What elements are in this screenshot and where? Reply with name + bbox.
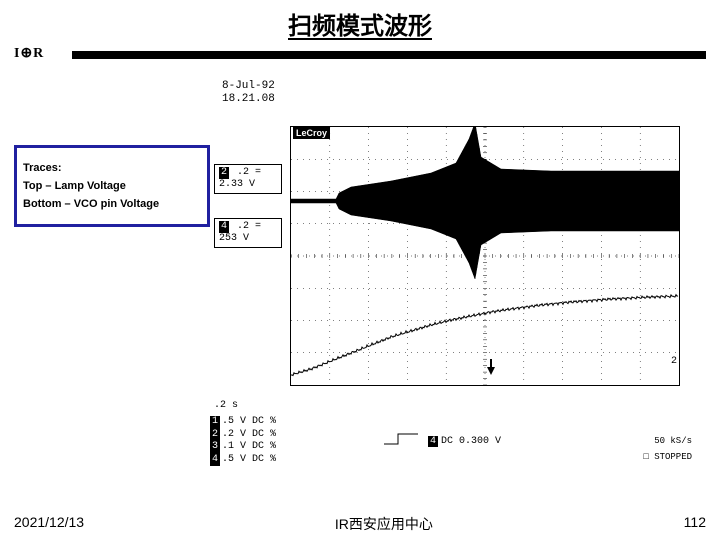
trigger-label: 4DC 0.300 V [428, 436, 501, 447]
measurement-box-2: 4 .2 = 253 V [214, 218, 282, 248]
ch1-num: 1 [210, 416, 220, 429]
sample-rate: 50 kS/s [654, 436, 692, 446]
scope-waveform: 42 [291, 127, 679, 385]
ch4-num: 4 [210, 454, 220, 467]
measure1-l1: .2 = [237, 167, 261, 178]
scope-time: 18.21.08 [222, 93, 700, 106]
scope-screen: LeCroy 42 [290, 126, 680, 386]
ch1-set: .5 V DC % [222, 416, 276, 427]
scope-timestamp: 8-Jul-92 18.21.08 [222, 80, 700, 106]
measurement-box-1: 2 .2 = 2.33 V [214, 164, 282, 194]
scope-date: 8-Jul-92 [222, 80, 700, 93]
slide-title: 扫频模式波形 [0, 0, 720, 43]
measure1-ch: 2 [219, 167, 229, 179]
measure2-l2: 253 V [219, 233, 249, 244]
ch3-set: .1 V DC % [222, 441, 276, 452]
logo-bar: I⊕R [14, 47, 706, 63]
ch2-num: 2 [210, 429, 220, 442]
ch2-set: .2 V DC % [222, 429, 276, 440]
svg-text:2: 2 [671, 356, 677, 367]
lecroy-logo: LeCroy [293, 127, 330, 139]
footer-page: 112 [684, 514, 706, 534]
measure2-l1: .2 = [237, 221, 261, 232]
measure1-l2: 2.33 V [219, 179, 255, 190]
ch3-num: 3 [210, 441, 220, 454]
footer-date: 2021/12/13 [14, 514, 84, 534]
slide-footer: 2021/12/13 IR西安应用中心 112 [0, 514, 720, 534]
bottom-trace-label: Bottom – VCO pin Voltage [23, 198, 201, 210]
ir-logo: I⊕R [14, 45, 44, 62]
svg-text:4: 4 [671, 198, 677, 209]
stopped-status: □ STOPPED [643, 452, 692, 462]
measure2-ch: 4 [219, 221, 229, 233]
dc-text: DC 0.300 V [441, 436, 501, 447]
dc-ch: 4 [428, 436, 438, 447]
trigger-edge-icon [382, 432, 420, 446]
top-trace-label: Top – Lamp Voltage [23, 180, 201, 192]
footer-center: IR西安应用中心 [335, 514, 433, 534]
oscilloscope-area: 8-Jul-92 18.21.08 2 .2 = 2.33 V 4 .2 = 2… [210, 80, 700, 470]
traces-info-box: Traces: Top – Lamp Voltage Bottom – VCO … [14, 145, 210, 227]
logo-bar-line [72, 51, 706, 59]
channel-settings: 1.5 V DC % 2.2 V DC % 3.1 V DC % 4.5 V D… [210, 416, 276, 466]
ch4-set: .5 V DC % [222, 454, 276, 465]
timebase-label: .2 s [214, 400, 238, 411]
traces-heading: Traces: [23, 162, 201, 174]
